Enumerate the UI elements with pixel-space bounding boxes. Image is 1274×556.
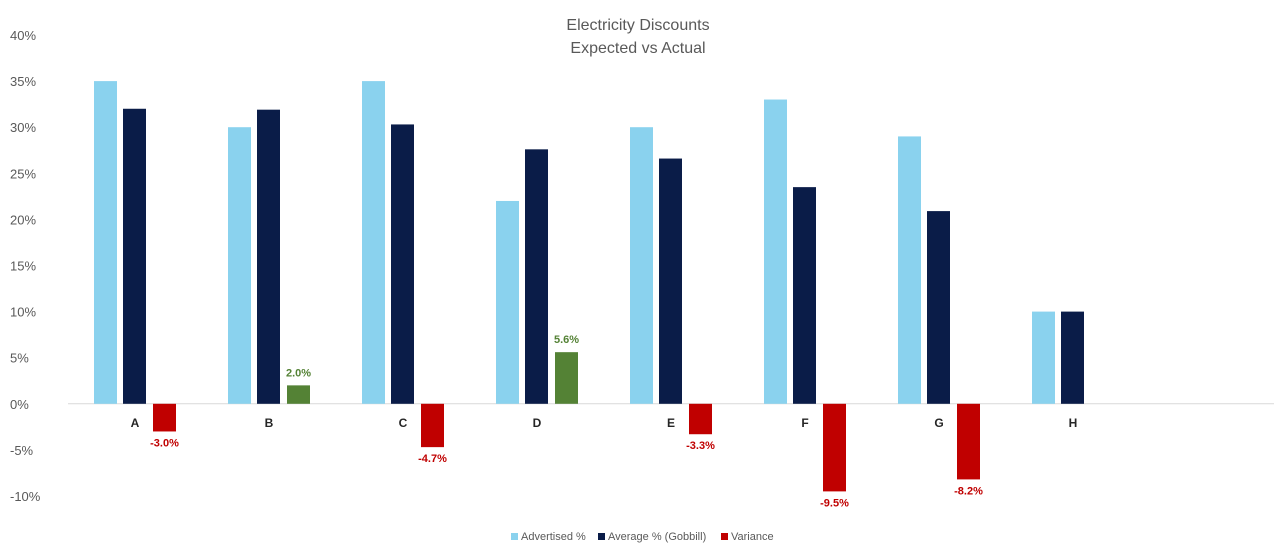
bar-advertised-b [228, 127, 251, 404]
data-labels: -3.0% 2.0% -4.7% 5.6% -3.3% -9.5% -8.2% [150, 334, 983, 509]
y-tick-label: -10% [10, 489, 41, 504]
bar-variance-d [555, 352, 578, 404]
bar-variance-e [689, 403, 712, 435]
x-tick-label: A [131, 416, 140, 430]
bar-average-gobbill-h [1061, 311, 1084, 404]
bar-advertised-d [496, 200, 519, 404]
legend: Advertised % Average % (Gobbill) Variance [511, 531, 774, 543]
bar-variance-b [287, 385, 310, 404]
x-tick-label: G [934, 416, 943, 430]
bar-advertised-c [362, 81, 385, 404]
bar-average-gobbill-a [123, 108, 146, 404]
variance-data-label: -8.2% [954, 485, 983, 497]
bar-variance-g [957, 403, 980, 480]
bar-advertised-f [764, 99, 787, 404]
x-tick-label: C [399, 416, 408, 430]
x-tick-label: B [265, 416, 274, 430]
bars-group [94, 81, 1084, 492]
variance-data-label: 5.6% [554, 334, 579, 346]
chart-subtitle: Expected vs Actual [570, 40, 705, 57]
y-tick-label: 20% [10, 212, 36, 227]
legend-label: Average % (Gobbill) [608, 531, 706, 543]
bar-advertised-a [94, 81, 117, 404]
bar-average-gobbill-f [793, 187, 816, 404]
legend-swatch [721, 533, 728, 540]
variance-data-label: -3.3% [686, 440, 715, 452]
bar-average-gobbill-g [927, 211, 950, 404]
legend-label: Advertised % [521, 531, 586, 543]
bar-advertised-g [898, 136, 921, 404]
x-tick-label: E [667, 416, 675, 430]
y-tick-label: 15% [10, 259, 36, 274]
bar-average-gobbill-c [391, 124, 414, 404]
bar-average-gobbill-d [525, 149, 548, 404]
y-tick-label: 10% [10, 305, 36, 320]
y-tick-label: 40% [10, 28, 36, 43]
bar-advertised-e [630, 127, 653, 404]
y-tick-label: 0% [10, 397, 29, 412]
x-tick-label: F [801, 416, 808, 430]
bar-advertised-h [1032, 311, 1055, 404]
legend-swatch [598, 533, 605, 540]
y-axis: 40% 35% 30% 25% 20% 15% 10% 5% 0% -5% -10% [10, 28, 41, 504]
variance-data-label: -9.5% [820, 497, 849, 509]
y-tick-label: 35% [10, 74, 36, 89]
legend-label: Variance [731, 531, 774, 543]
y-tick-label: 25% [10, 166, 36, 181]
bar-variance-c [421, 403, 444, 448]
x-tick-label: D [533, 416, 542, 430]
chart-title: Electricity Discounts [566, 17, 709, 34]
bar-average-gobbill-e [659, 158, 682, 404]
x-axis: A B C D E F G H [131, 416, 1078, 430]
bar-average-gobbill-b [257, 109, 280, 404]
variance-data-label: 2.0% [286, 367, 311, 379]
y-tick-label: 5% [10, 351, 29, 366]
legend-swatch [511, 533, 518, 540]
x-tick-label: H [1069, 416, 1078, 430]
y-tick-label: 30% [10, 120, 36, 135]
bar-variance-a [153, 403, 176, 432]
variance-data-label: -3.0% [150, 437, 179, 449]
bar-variance-f [823, 403, 846, 492]
y-tick-label: -5% [10, 443, 34, 458]
variance-data-label: -4.7% [418, 453, 447, 465]
